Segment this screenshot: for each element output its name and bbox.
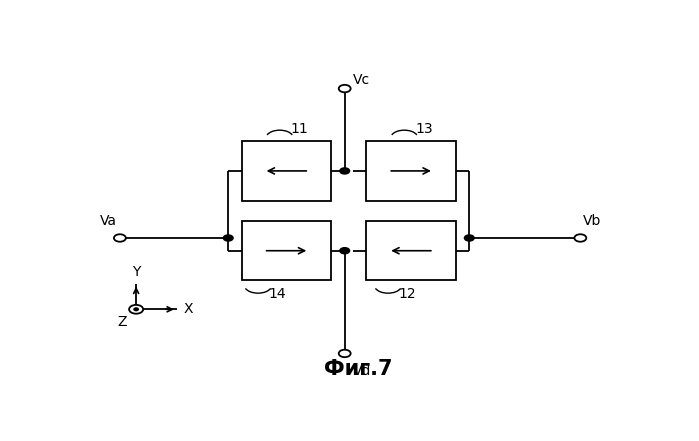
Circle shape xyxy=(575,234,586,242)
Text: Va: Va xyxy=(100,214,117,228)
Bar xyxy=(242,221,331,280)
Text: 13: 13 xyxy=(415,122,433,136)
Circle shape xyxy=(224,235,233,241)
Circle shape xyxy=(464,235,474,241)
Text: Vd: Vd xyxy=(353,364,371,377)
Circle shape xyxy=(134,308,138,310)
Text: Y: Y xyxy=(132,265,140,279)
Text: 11: 11 xyxy=(291,122,308,136)
Text: Vb: Vb xyxy=(583,214,601,228)
Text: Vc: Vc xyxy=(353,73,370,87)
Circle shape xyxy=(340,168,350,174)
Text: Фиг.7: Фиг.7 xyxy=(324,359,392,379)
Bar xyxy=(366,141,456,201)
Text: 12: 12 xyxy=(399,287,417,301)
Circle shape xyxy=(114,234,126,242)
Circle shape xyxy=(339,85,351,92)
Bar xyxy=(366,221,456,280)
Bar xyxy=(242,141,331,201)
Text: Z: Z xyxy=(118,315,127,329)
Text: X: X xyxy=(183,302,193,316)
Text: 14: 14 xyxy=(269,287,287,301)
Circle shape xyxy=(339,350,351,357)
Circle shape xyxy=(340,248,350,254)
Circle shape xyxy=(129,305,143,314)
